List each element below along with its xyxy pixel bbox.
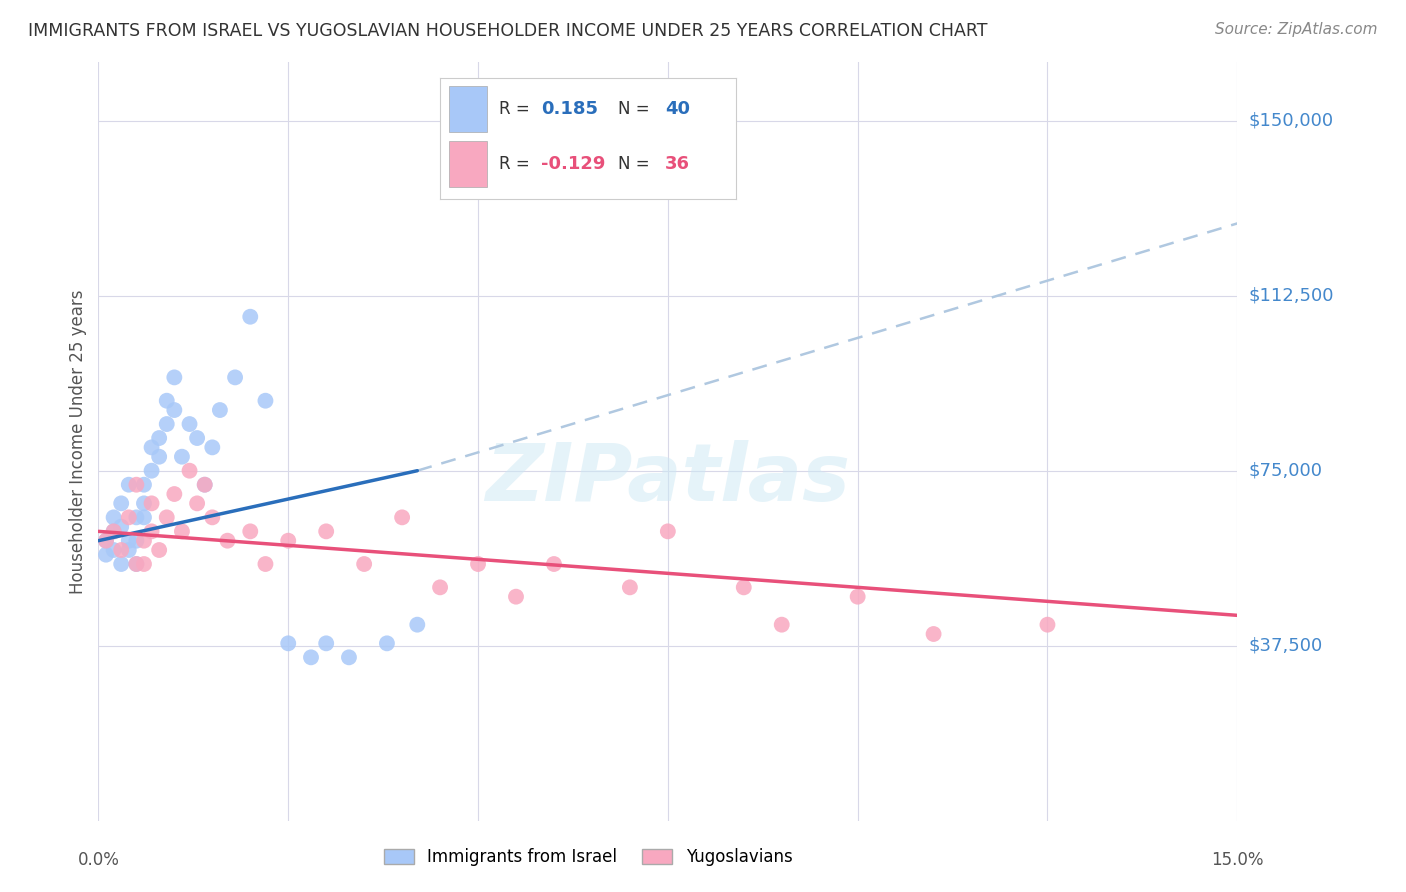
Point <box>125 510 148 524</box>
Point <box>179 417 201 431</box>
Text: Source: ZipAtlas.com: Source: ZipAtlas.com <box>1215 22 1378 37</box>
Point <box>132 510 155 524</box>
Point <box>186 431 208 445</box>
Point <box>141 496 163 510</box>
Point <box>353 557 375 571</box>
Point <box>163 403 186 417</box>
Point <box>103 543 125 558</box>
Point <box>125 557 148 571</box>
Point <box>118 533 141 548</box>
Point <box>141 441 163 455</box>
Point <box>406 617 429 632</box>
Legend: Immigrants from Israel, Yugoslavians: Immigrants from Israel, Yugoslavians <box>377 842 799 873</box>
Point <box>148 431 170 445</box>
Point <box>239 524 262 539</box>
Point <box>132 496 155 510</box>
Point <box>110 543 132 558</box>
Text: IMMIGRANTS FROM ISRAEL VS YUGOSLAVIAN HOUSEHOLDER INCOME UNDER 25 YEARS CORRELAT: IMMIGRANTS FROM ISRAEL VS YUGOSLAVIAN HO… <box>28 22 987 40</box>
Point <box>299 650 322 665</box>
Point <box>125 557 148 571</box>
Point <box>132 533 155 548</box>
Point <box>337 650 360 665</box>
Point <box>733 580 755 594</box>
Point <box>132 557 155 571</box>
Point <box>505 590 527 604</box>
Point <box>156 510 179 524</box>
Point <box>148 543 170 558</box>
Text: $37,500: $37,500 <box>1249 637 1323 655</box>
Point <box>156 393 179 408</box>
Point <box>224 370 246 384</box>
Point <box>103 524 125 539</box>
Point <box>94 533 117 548</box>
Text: ZIPatlas: ZIPatlas <box>485 441 851 518</box>
Point <box>429 580 451 594</box>
Point <box>125 477 148 491</box>
Point <box>375 636 398 650</box>
Point <box>118 543 141 558</box>
Text: $112,500: $112,500 <box>1249 286 1334 305</box>
Text: $75,000: $75,000 <box>1249 462 1323 480</box>
Point <box>254 393 277 408</box>
Point <box>118 477 141 491</box>
Point <box>156 417 179 431</box>
Point <box>179 464 201 478</box>
Point <box>148 450 170 464</box>
Point <box>94 533 117 548</box>
Point <box>132 477 155 491</box>
Point <box>619 580 641 594</box>
Point <box>163 370 186 384</box>
Point <box>170 450 193 464</box>
Point <box>846 590 869 604</box>
Point <box>201 510 224 524</box>
Point <box>657 524 679 539</box>
Point <box>103 524 125 539</box>
Point <box>94 548 117 562</box>
Point <box>110 557 132 571</box>
Text: 15.0%: 15.0% <box>1211 851 1264 869</box>
Point <box>217 533 239 548</box>
Point <box>186 496 208 510</box>
Point <box>254 557 277 571</box>
Point <box>315 636 337 650</box>
Point <box>543 557 565 571</box>
Point <box>201 441 224 455</box>
Point <box>141 464 163 478</box>
Point <box>118 510 141 524</box>
Point <box>208 403 231 417</box>
Point <box>110 496 132 510</box>
Point <box>1036 617 1059 632</box>
Point <box>170 524 193 539</box>
Point <box>194 477 217 491</box>
Point <box>110 519 132 533</box>
Point <box>239 310 262 324</box>
Point <box>467 557 489 571</box>
Point <box>770 617 793 632</box>
Point <box>141 524 163 539</box>
Point <box>103 510 125 524</box>
Point <box>277 636 299 650</box>
Point <box>125 533 148 548</box>
Text: $150,000: $150,000 <box>1249 112 1333 129</box>
Point <box>163 487 186 501</box>
Text: 0.0%: 0.0% <box>77 851 120 869</box>
Point <box>922 627 945 641</box>
Point <box>277 533 299 548</box>
Point <box>194 477 217 491</box>
Point <box>315 524 337 539</box>
Y-axis label: Householder Income Under 25 years: Householder Income Under 25 years <box>69 289 87 594</box>
Point <box>391 510 413 524</box>
